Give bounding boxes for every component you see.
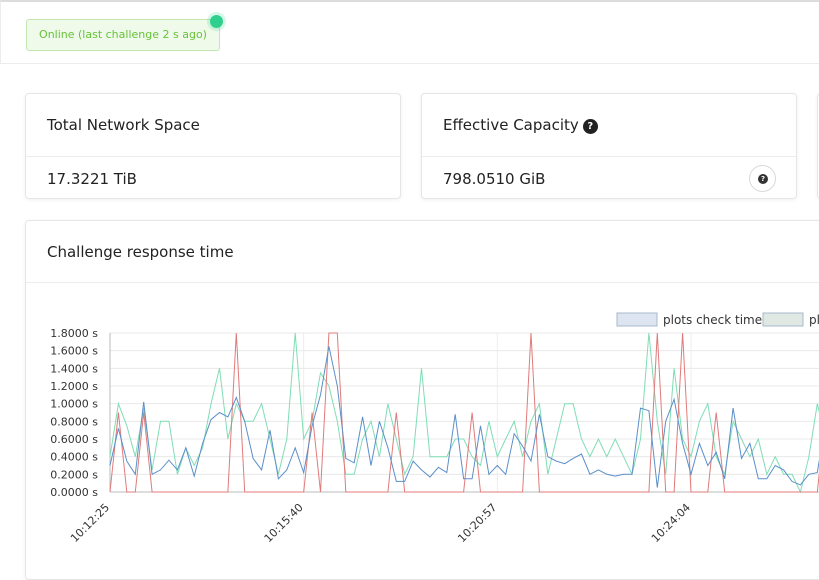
series-line-0 [109,346,819,488]
y-tick-label: 0.0000 s [50,486,98,499]
y-tick-label: 1.2000 s [50,380,98,393]
y-tick-label: 0.2000 s [50,468,98,481]
status-bar: Online (last challenge 2 s ago) [0,0,819,64]
y-tick-label: 0.8000 s [50,415,98,428]
total-network-space-card: Total Network Space 17.3221 TiB [25,93,401,199]
y-tick-label: 1.8000 s [50,327,98,340]
y-tick-label: 1.0000 s [50,398,98,411]
x-tick-label: 10:15:40 [262,501,306,545]
question-circle-icon: ? [758,174,768,184]
effective-capacity-header: Effective Capacity? [422,94,796,157]
total-network-space-title: Total Network Space [26,94,400,157]
effective-capacity-title: Effective Capacity [443,116,579,134]
y-tick-label: 0.4000 s [50,451,98,464]
chart-title: Challenge response time [26,221,819,283]
help-button[interactable]: ? [749,165,776,192]
series-line-2 [109,332,819,493]
y-tick-label: 1.4000 s [50,362,98,375]
legend-swatch [762,312,804,327]
question-circle-icon[interactable]: ? [582,119,598,134]
status-badge: Online (last challenge 2 s ago) [26,19,220,51]
legend-label: plots check time [663,313,762,327]
x-tick-label: 10:20:57 [455,501,499,545]
online-status-dot [210,15,223,28]
y-tick-label: 0.6000 s [50,433,98,446]
challenge-response-chart: 0.0000 s 0.2000 s 0.4000 s 0.6000 s 0.8000 s… [50,312,819,545]
effective-capacity-body: 798.0510 GiB ? [422,157,796,198]
effective-capacity-card: Effective Capacity? 798.0510 GiB ? [421,93,797,199]
challenge-response-time-card: Challenge response time 0.0000 s 0.2000 s… [25,220,819,580]
effective-capacity-value: 798.0510 GiB [443,170,546,188]
series-line-1 [109,332,819,494]
legend-label: pl [809,313,819,327]
x-tick-label: 10:12:25 [68,501,112,545]
legend-swatch [616,312,658,327]
x-tick-label: 10:24:04 [649,501,693,545]
total-network-space-value: 17.3221 TiB [47,170,137,188]
y-tick-label: 1.6000 s [50,345,98,358]
